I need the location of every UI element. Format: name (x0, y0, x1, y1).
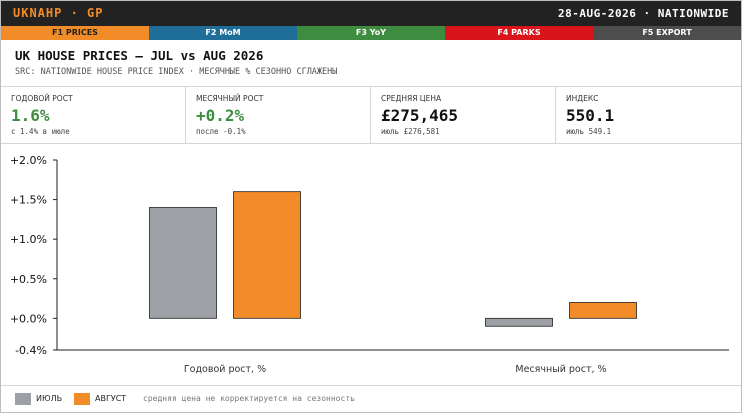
page-subtitle: SRC: NATIONWIDE HOUSE PRICE INDEX · МЕСЯ… (15, 67, 338, 77)
stat-value: 1.6% (11, 106, 50, 125)
chart-legend: ИЮЛЬ АВГУСТ средняя цена не корректирует… (1, 385, 741, 412)
stat-monthly-growth: МЕСЯЧНЫЙ РОСТ +0.2% после -0.1% (186, 87, 371, 143)
y-tick-label: -0.4% (15, 344, 47, 357)
tab-f2-mom[interactable]: F2 MoM (149, 26, 297, 40)
x-category-label: Месячный рост, % (515, 364, 606, 375)
stat-label: СРЕДНЯЯ ЦЕНА (381, 94, 442, 103)
stat-sub: июль £276,581 (381, 127, 440, 136)
stat-sub: июль 549.1 (566, 127, 612, 136)
stat-annual-growth: ГОДОВОЙ РОСТ 1.6% с 1.4% в июле (1, 87, 186, 143)
stat-sub: с 1.4% в июле (11, 127, 70, 136)
page-title: UK HOUSE PRICES — JUL vs AUG 2026 (15, 48, 264, 63)
stats-panel: ГОДОВОЙ РОСТ 1.6% с 1.4% в июле МЕСЯЧНЫЙ… (1, 86, 741, 144)
y-tick-label: +0.5% (10, 273, 47, 286)
stat-index: ИНДЕКС 550.1 июль 549.1 (556, 87, 741, 143)
tab-f1-prices[interactable]: F1 PRICES (1, 26, 149, 40)
stat-value: +0.2% (196, 106, 245, 125)
ticker-symbol: UKNAHP · GP (13, 6, 104, 20)
bar-august (233, 191, 301, 319)
date-source-label: 28-AUG-2026 · NATIONWIDE (558, 7, 729, 20)
y-tick-label: +0.0% (10, 312, 47, 325)
legend-label-july: ИЮЛЬ (36, 394, 63, 403)
stat-label: ИНДЕКС (566, 94, 599, 103)
stat-label: ГОДОВОЙ РОСТ (11, 94, 73, 103)
stat-average-price: СРЕДНЯЯ ЦЕНА £275,465 июль £276,581 (371, 87, 556, 143)
legend-note: средняя цена не корректируется на сезонн… (143, 394, 355, 403)
stat-label: МЕСЯЧНЫЙ РОСТ (196, 94, 264, 103)
stat-value: 550.1 (566, 106, 615, 125)
x-category-label: Годовой рост, % (184, 364, 266, 375)
stat-sub: после -0.1% (196, 127, 246, 136)
tab-f3-yoy[interactable]: F3 YoY (297, 26, 445, 40)
top-bar: UKNAHP · GP 28-AUG-2026 · NATIONWIDE (1, 1, 741, 26)
tab-f5-export[interactable]: F5 EXPORT (593, 26, 741, 40)
legend-label-august: АВГУСТ (95, 394, 127, 403)
function-key-bar: F1 PRICES F2 MoM F3 YoY F4 PARKS F5 EXPO… (1, 26, 741, 40)
legend-swatch-august (74, 393, 90, 405)
bar-july (485, 317, 553, 327)
tab-f4-parks[interactable]: F4 PARKS (445, 26, 593, 40)
bar-july (149, 207, 217, 319)
y-tick-label: +1.0% (10, 233, 47, 246)
y-tick-label: +1.5% (10, 194, 47, 207)
y-tick-label: +2.0% (10, 154, 47, 167)
legend-swatch-july (15, 393, 31, 405)
bar-august (569, 302, 637, 319)
bar-chart: +2.0% +1.5% +1.0% +0.5% +0.0% -0.4% Годовой ро… (10, 154, 729, 375)
stat-value: £275,465 (381, 106, 459, 125)
